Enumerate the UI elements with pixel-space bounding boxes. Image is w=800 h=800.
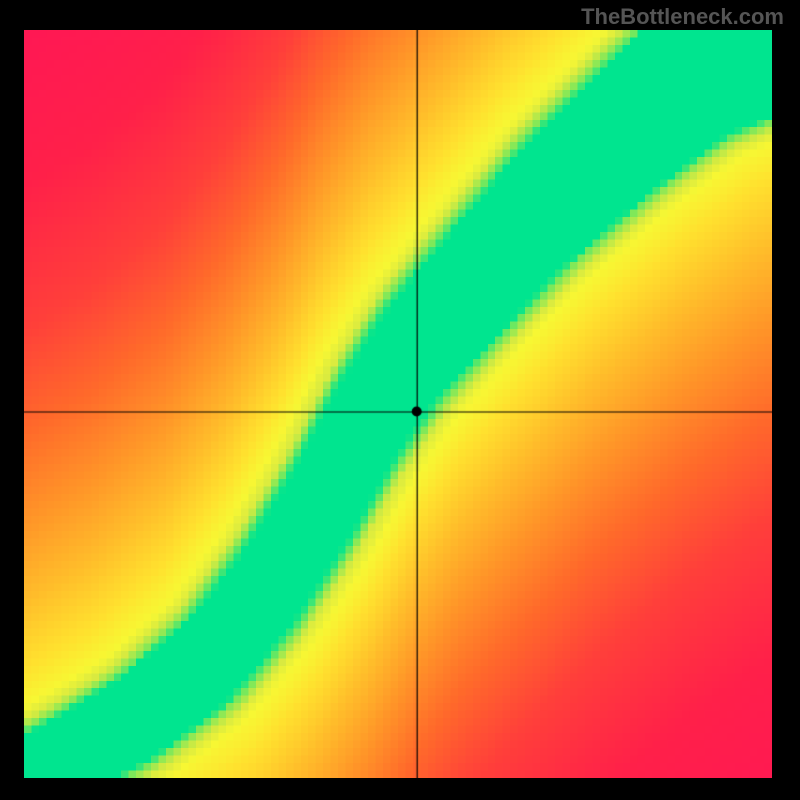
chart-container: TheBottleneck.com: [0, 0, 800, 800]
heatmap-canvas: [24, 30, 772, 778]
watermark-text: TheBottleneck.com: [581, 4, 784, 30]
